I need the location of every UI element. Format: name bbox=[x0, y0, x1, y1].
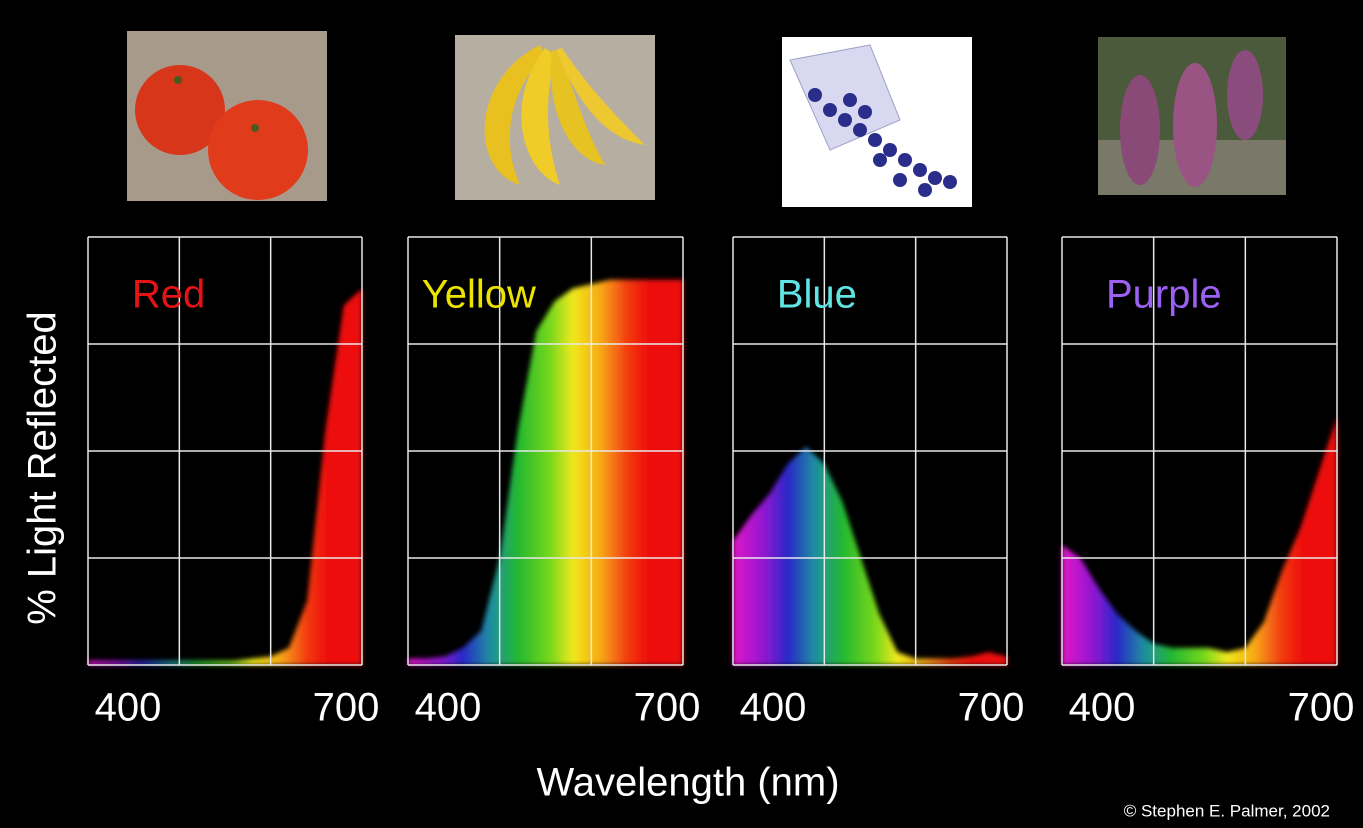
x-tick-label: 400 bbox=[415, 686, 482, 730]
x-tick-label: 400 bbox=[1069, 686, 1136, 730]
panel: Red 400 700 bbox=[87, 236, 380, 730]
x-tick-label: 400 bbox=[95, 686, 162, 730]
panel-title: Blue bbox=[777, 273, 857, 317]
x-tick-label: 700 bbox=[634, 686, 701, 730]
panel-title: Purple bbox=[1106, 273, 1222, 317]
reflectance-area bbox=[408, 279, 683, 665]
photo-tomatoes bbox=[127, 31, 327, 201]
panel: Yellow 400 700 bbox=[407, 236, 701, 730]
reflectance-area bbox=[1062, 416, 1337, 665]
y-axis-label: % Light Reflected bbox=[21, 311, 65, 625]
photo-grapes bbox=[1098, 37, 1286, 195]
x-axis-label: Wavelength (nm) bbox=[536, 761, 839, 805]
photo-blueberries bbox=[782, 37, 972, 207]
panel: Purple 400 700 bbox=[1061, 236, 1355, 730]
x-tick-label: 400 bbox=[740, 686, 807, 730]
panel-title: Yellow bbox=[422, 273, 536, 317]
x-tick-label: 700 bbox=[1288, 686, 1355, 730]
credit: © Stephen E. Palmer, 2002 bbox=[1124, 801, 1330, 820]
panel: Blue 400 700 bbox=[732, 236, 1025, 730]
reflectance-area bbox=[733, 446, 1007, 665]
x-tick-label: 700 bbox=[958, 686, 1025, 730]
photo-bananas bbox=[455, 35, 655, 200]
panel-title: Red bbox=[132, 273, 205, 317]
reflectance-area bbox=[88, 288, 362, 665]
x-tick-label: 700 bbox=[313, 686, 380, 730]
